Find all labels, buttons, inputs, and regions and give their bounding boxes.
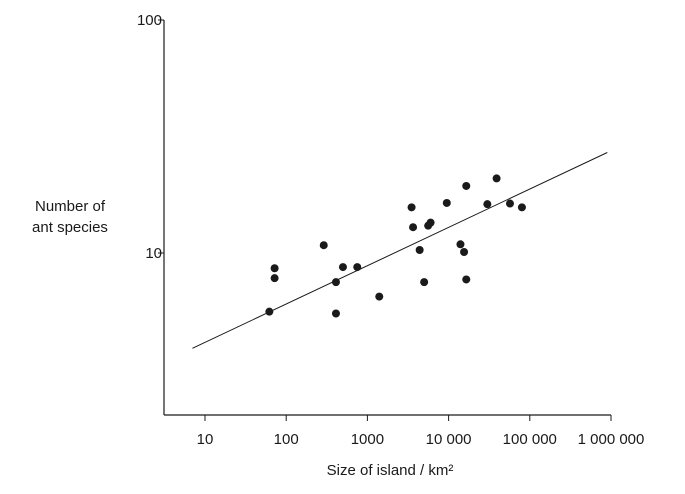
axes <box>163 20 611 416</box>
y-axis-label-line2: ant species <box>32 219 108 236</box>
data-point <box>319 241 328 250</box>
y-tick-label: 100 <box>137 12 162 29</box>
data-point <box>407 203 416 212</box>
data-point <box>483 200 492 209</box>
data-point <box>270 264 279 273</box>
data-point <box>375 292 384 301</box>
y-tick-label: 10 <box>145 245 162 262</box>
data-point <box>442 198 451 207</box>
data-point <box>492 174 501 183</box>
data-point <box>265 307 274 316</box>
data-point <box>462 181 471 190</box>
data-point <box>460 247 469 256</box>
x-tick-label: 1 000 000 <box>578 431 645 448</box>
data-point <box>270 274 279 283</box>
data-points <box>265 174 526 318</box>
data-point <box>456 240 465 249</box>
data-point <box>505 199 514 208</box>
y-axis-label-line1: Number of <box>34 198 106 215</box>
x-tick-label: 100 000 <box>503 431 557 448</box>
data-point <box>415 246 424 255</box>
x-tick-label: 10 <box>197 431 214 448</box>
data-point <box>420 278 429 287</box>
trend-line <box>192 152 608 349</box>
data-point <box>409 223 418 232</box>
x-tick-label: 10 000 <box>426 431 472 448</box>
x-tick-label: 100 <box>274 431 299 448</box>
data-point <box>462 275 471 284</box>
data-point <box>426 218 435 227</box>
x-axis-label: Size of island / km² <box>326 462 454 479</box>
y-axis-label: Number of ant species <box>14 196 126 238</box>
data-point <box>338 263 347 272</box>
x-tick-label: 1000 <box>351 431 384 448</box>
data-point <box>353 263 362 272</box>
data-point <box>331 309 340 318</box>
data-point <box>331 278 340 287</box>
data-point <box>517 203 526 212</box>
ticks: 10 100 1000 10 000 100 000 1 000 000 10 100 <box>137 12 644 448</box>
trend-line-group <box>192 152 608 349</box>
